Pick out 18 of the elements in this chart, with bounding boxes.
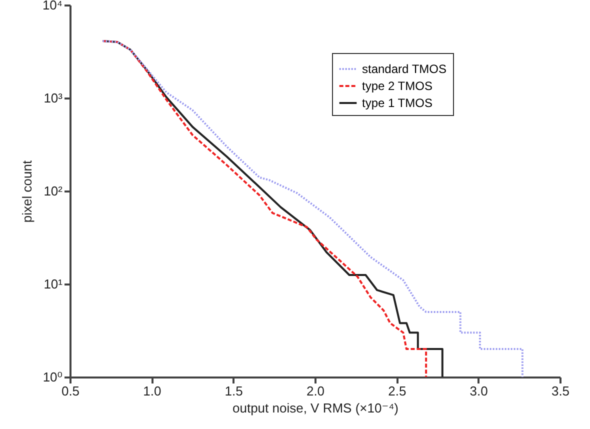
x-tick-label: 2.5 [388, 384, 406, 398]
line-series [102, 40, 524, 377]
x-tick-label: 1.0 [143, 384, 162, 398]
x-tick-label: 0.5 [61, 384, 80, 398]
legend-label: standard TMOS [362, 62, 446, 76]
y-tick-label: 10⁰ [42, 370, 62, 384]
y-tick-label: 10¹ [44, 276, 64, 292]
x-tick-label: 1.5 [224, 384, 243, 398]
y-tick-label: 10³ [44, 90, 64, 106]
y-tick-label: 10² [44, 184, 64, 198]
legend-label: type 1 TMOS [362, 96, 432, 110]
legend-label: type 2 TMOS [362, 79, 432, 93]
y-axis-title: pixel count [19, 160, 34, 223]
y-tick-label: 10⁴ [42, 0, 62, 12]
x-tick-label: 3.0 [470, 384, 488, 398]
x-tick-label: 2.0 [306, 384, 325, 398]
x-tick-label: 3.5 [551, 384, 570, 398]
x-axis-title: output noise, V RMS (×10⁻⁴) [232, 400, 398, 416]
